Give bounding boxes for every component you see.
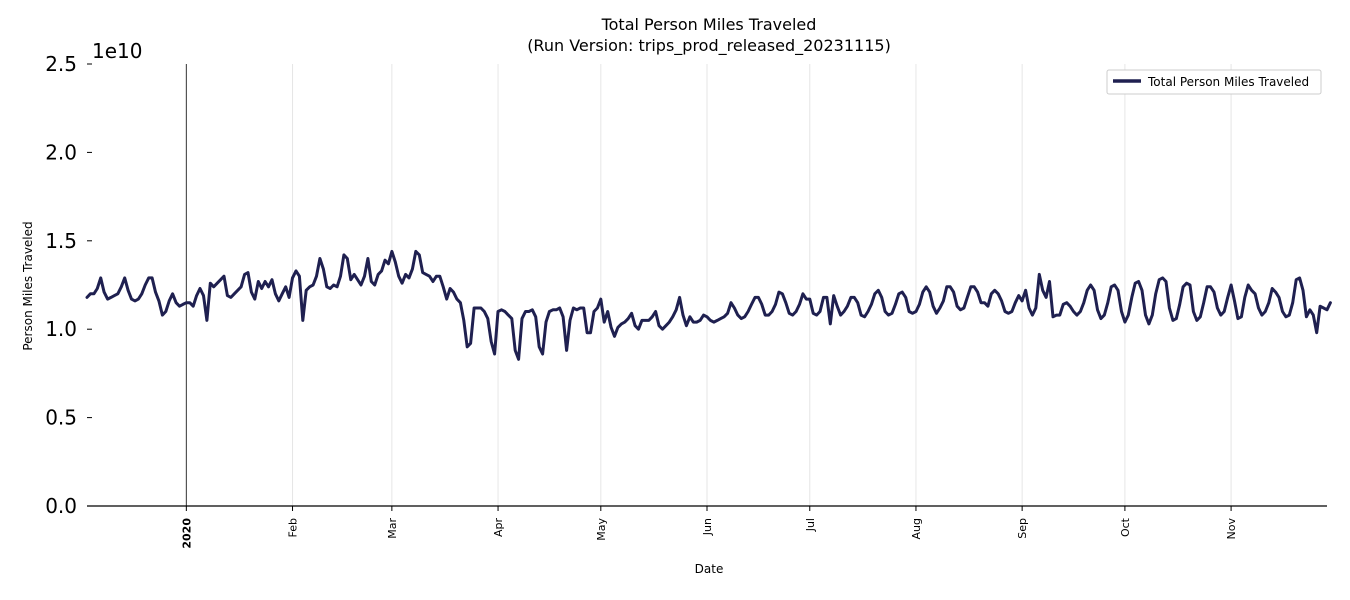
legend-entry: Total Person Miles Traveled	[1147, 75, 1309, 89]
x-tick-label: Nov	[1225, 518, 1238, 540]
x-tick-label: Aug	[910, 518, 923, 539]
y-tick-label: 1.0	[45, 317, 77, 341]
y-tick-label: 0.5	[45, 406, 77, 430]
x-tick-label: Jul	[804, 518, 817, 532]
series-group	[85, 249, 1332, 361]
y-axis-label: Person Miles Traveled	[21, 221, 35, 350]
x-tick-label: Oct	[1119, 517, 1132, 537]
series-line	[85, 249, 1332, 361]
x-tick-label: Sep	[1016, 518, 1029, 539]
y-tick-label: 2.0	[45, 140, 77, 164]
x-tick-label: Jun	[701, 518, 714, 536]
y-tick-label: 0.0	[45, 494, 77, 518]
x-tick-label: 2020	[180, 518, 193, 549]
grid-lines	[185, 64, 1232, 506]
chart-subtitle: (Run Version: trips_prod_released_202311…	[527, 36, 891, 56]
legend-box	[1106, 69, 1322, 95]
x-axis-label: Date	[695, 562, 724, 576]
y-tick-label: 1.5	[45, 229, 77, 253]
y-tick-label: 2.5	[45, 52, 77, 76]
chart-title: Total Person Miles Traveled	[601, 15, 817, 34]
x-axis: 2020 Feb Mar Apr May Jun Jul Aug Sep Oct Nov	[87, 505, 1327, 549]
legend: Total Person Miles Traveled	[1106, 69, 1322, 95]
y-offset-label: 1e10	[92, 39, 142, 63]
x-tick-label: Feb	[287, 518, 300, 537]
x-tick-label: Apr	[492, 518, 505, 538]
y-axis: 0.0 0.5 1.0 1.5 2.0 2.5	[45, 52, 92, 518]
x-tick-label: Mar	[386, 518, 399, 539]
x-tick-label: May	[595, 518, 608, 541]
